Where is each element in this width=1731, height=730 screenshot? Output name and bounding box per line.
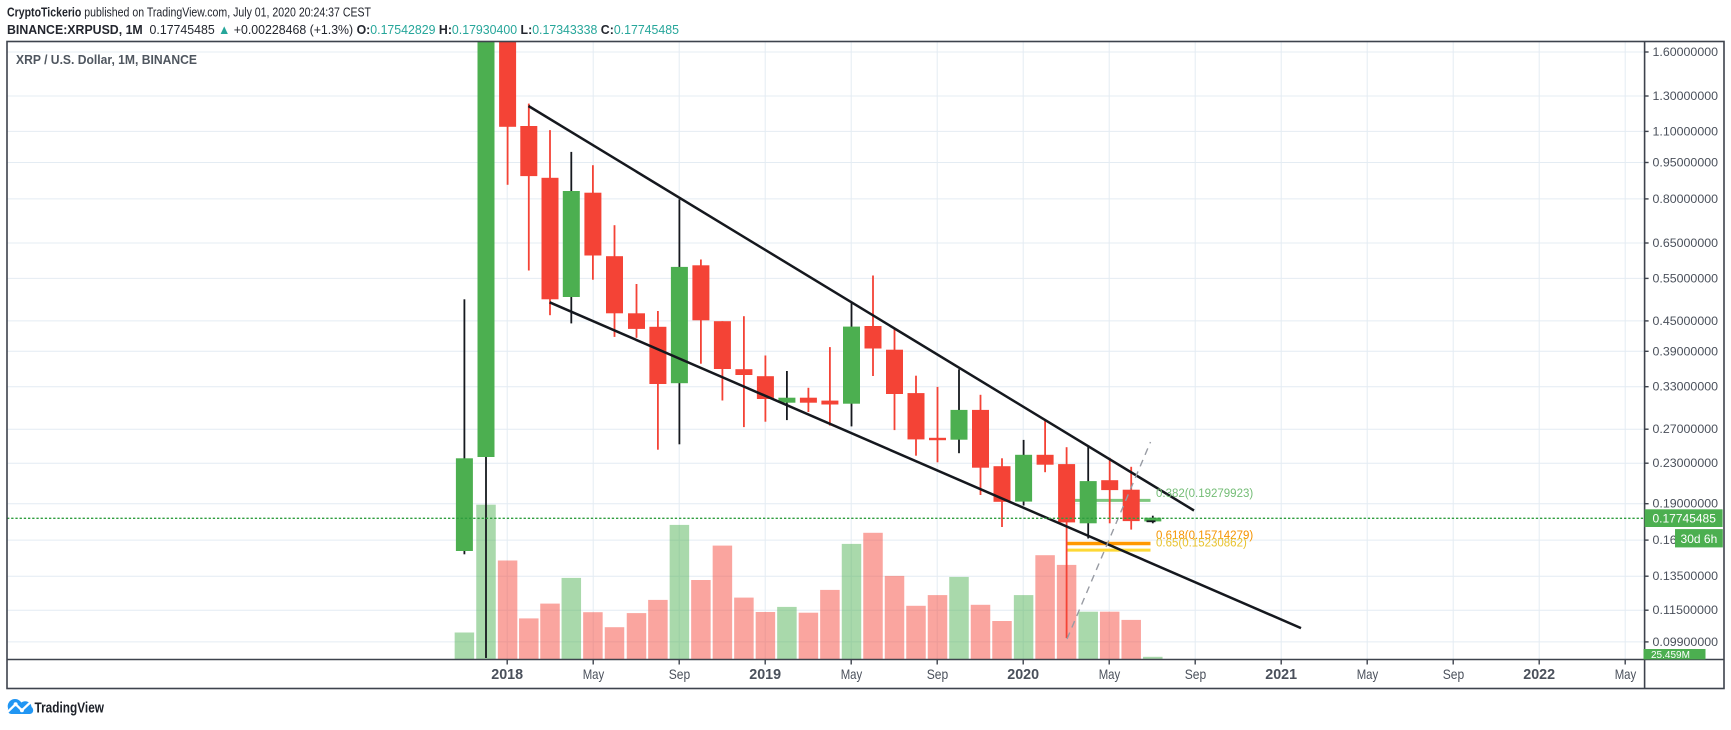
svg-text:0.23000000: 0.23000000 <box>1653 456 1719 470</box>
svg-text:0.13500000: 0.13500000 <box>1653 569 1719 583</box>
svg-text:May: May <box>1615 666 1637 682</box>
svg-text:1.60000000: 1.60000000 <box>1653 45 1719 59</box>
svg-text:Sep: Sep <box>927 666 949 682</box>
svg-text:May: May <box>1357 666 1379 682</box>
svg-text:XRP / U.S. Dollar, 1M, BINANCE: XRP / U.S. Dollar, 1M, BINANCE <box>16 52 197 67</box>
svg-text:1.30000000: 1.30000000 <box>1653 89 1719 103</box>
svg-text:25.459M: 25.459M <box>1651 650 1690 661</box>
svg-text:2021: 2021 <box>1265 667 1297 683</box>
svg-text:0.19000000: 0.19000000 <box>1653 497 1719 511</box>
svg-text:May: May <box>1099 666 1121 682</box>
svg-text:0.17745485: 0.17745485 <box>1653 512 1717 526</box>
svg-text:0.618(0.15714279): 0.618(0.15714279) <box>1156 530 1253 542</box>
svg-text:0.11500000: 0.11500000 <box>1653 603 1719 617</box>
svg-text:0.382(0.19279923): 0.382(0.19279923) <box>1156 488 1253 500</box>
svg-text:May: May <box>841 666 863 682</box>
svg-text:BINANCE:XRPUSD, 1M 0.17745485: BINANCE:XRPUSD, 1M 0.17745485 ▲ +0.00228… <box>7 22 679 37</box>
svg-text:Sep: Sep <box>1185 666 1207 682</box>
svg-text:0.09900000: 0.09900000 <box>1653 635 1719 649</box>
svg-text:0.45000000: 0.45000000 <box>1653 314 1719 328</box>
svg-text:2022: 2022 <box>1523 667 1555 683</box>
svg-text:0.95000000: 0.95000000 <box>1653 156 1719 170</box>
svg-text:CryptoTickerio published on Tr: CryptoTickerio published on TradingView.… <box>7 5 371 20</box>
svg-text:May: May <box>583 666 605 682</box>
svg-text:1.10000000: 1.10000000 <box>1653 124 1719 138</box>
svg-text:2018: 2018 <box>491 667 523 683</box>
svg-text:TradingView: TradingView <box>35 700 105 716</box>
svg-text:2019: 2019 <box>749 667 781 683</box>
svg-text:0.80000000: 0.80000000 <box>1653 192 1719 206</box>
svg-text:0.39000000: 0.39000000 <box>1653 344 1719 358</box>
svg-text:0.55000000: 0.55000000 <box>1653 271 1719 285</box>
svg-text:30d 6h: 30d 6h <box>1681 532 1718 546</box>
svg-text:Sep: Sep <box>669 666 691 682</box>
svg-text:0.33000000: 0.33000000 <box>1653 380 1719 394</box>
svg-text:Sep: Sep <box>1443 666 1465 682</box>
svg-text:0.65000000: 0.65000000 <box>1653 236 1719 250</box>
svg-text:0.65(0.15230862): 0.65(0.15230862) <box>1156 538 1247 550</box>
svg-text:0.27000000: 0.27000000 <box>1653 422 1719 436</box>
svg-text:2020: 2020 <box>1007 667 1039 683</box>
